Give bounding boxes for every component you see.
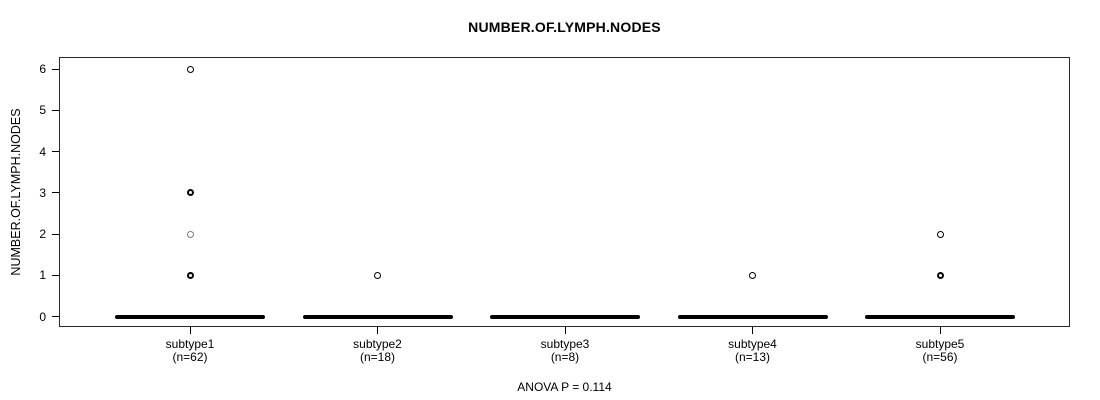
y-axis-tick (52, 68, 59, 70)
x-axis-group-label: subtype1 (n=62) (110, 338, 270, 364)
group-name: subtype5 (915, 337, 965, 351)
plot-area (59, 57, 1070, 327)
y-axis-tick-label: 6 (39, 62, 46, 76)
outlier-point (186, 65, 194, 73)
outlier-point (186, 271, 194, 279)
boxplot-median-bar (677, 314, 828, 319)
x-axis-group-label: subtype4 (n=13) (673, 338, 833, 364)
x-axis-tick (189, 327, 191, 334)
y-axis-tick (52, 316, 59, 317)
boxplot-median-bar (490, 314, 640, 319)
group-sample-size: (n=8) (550, 350, 580, 364)
group-name: subtype2 (353, 337, 402, 351)
y-axis-tick (52, 233, 59, 235)
y-axis-tick-label: 4 (39, 144, 46, 159)
y-axis-tick-label: 0 (39, 309, 46, 324)
outlier-point (936, 271, 944, 279)
chart-title: NUMBER.OF.LYMPH.NODES (468, 19, 661, 35)
y-axis-tick (52, 274, 59, 276)
y-axis-tick-label: 2 (39, 227, 46, 241)
group-sample-size: (n=56) (922, 350, 958, 364)
x-axis-tick (377, 327, 378, 334)
y-axis-tick (52, 151, 59, 152)
anova-annotation: ANOVA P = 0.114 (517, 380, 612, 394)
boxplot-median-bar (302, 314, 453, 319)
group-name: subtype4 (728, 337, 777, 351)
y-axis-tick-label: 3 (39, 185, 46, 200)
group-sample-size: (n=13) (734, 350, 771, 364)
boxplot-median-bar (115, 314, 265, 319)
group-sample-size: (n=18) (359, 350, 396, 364)
y-axis-tick (52, 109, 59, 111)
y-axis-tick-label: 5 (39, 103, 46, 118)
group-name: subtype1 (165, 337, 215, 351)
y-axis-tick (52, 192, 59, 194)
x-axis-group-label: subtype2 (n=18) (298, 338, 458, 364)
x-axis-tick (564, 327, 566, 334)
x-axis-group-label: subtype5 (n=56) (860, 338, 1020, 364)
outlier-point (186, 189, 194, 197)
y-axis-tick-label: 1 (39, 268, 46, 283)
outlier-point (374, 271, 381, 279)
outlier-point (749, 271, 756, 279)
x-axis-tick (752, 327, 753, 334)
outlier-point (186, 230, 194, 238)
x-axis-tick (939, 327, 941, 334)
outlier-point (936, 230, 944, 238)
x-axis-group-label: subtype3 (n=8) (485, 338, 645, 364)
group-sample-size: (n=62) (172, 350, 208, 364)
boxplot-median-bar (865, 314, 1015, 319)
group-name: subtype3 (540, 337, 590, 351)
